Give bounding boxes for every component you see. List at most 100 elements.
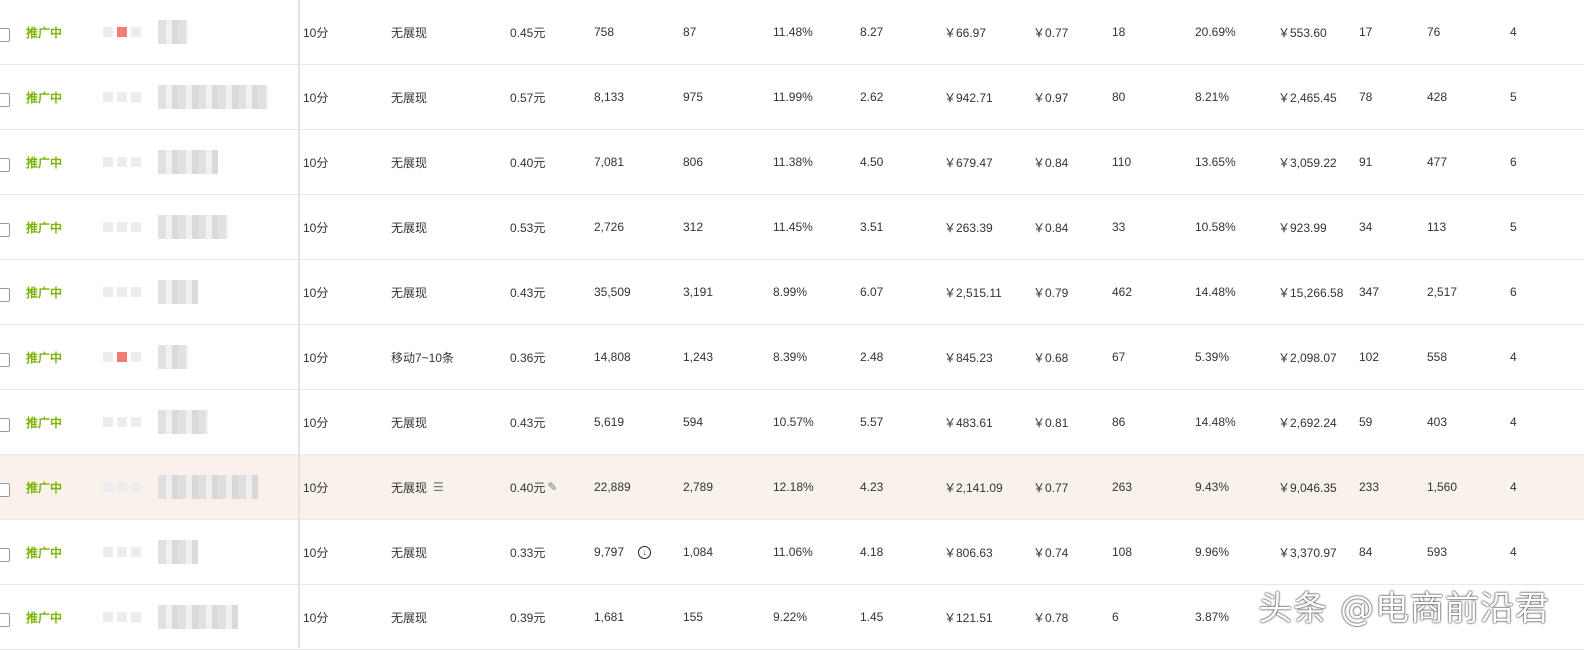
table-row[interactable]: 推广中 10分 移动7~10条 0.36元 14,808 1,243 8.39% 2.48 ￥8… — [0, 325, 1584, 390]
clicks-value: 2,789 — [683, 480, 714, 494]
thumbnail-blocks — [103, 325, 141, 389]
avg-rank-cell: 8.27 — [860, 0, 883, 64]
table-row[interactable]: 推广中 10分 无展现 0.43元 5,619 594 10.57% 5.57 ￥483.61 ￥… — [0, 390, 1584, 455]
table-row[interactable]: 推广中 10分 无展现 ☰ 0.40元 ✎ 22,889 2,789 12.18% 4.23 ￥2,… — [0, 455, 1584, 520]
cpc-cell: ￥0.68 — [1033, 325, 1068, 389]
orders-cell: 108 — [1112, 520, 1132, 584]
bid-value: 0.43元 — [510, 415, 546, 430]
avg-rank-cell: 6.07 — [860, 260, 883, 324]
revenue-cell: ￥2,098.07 — [1278, 325, 1337, 389]
ctr-value: 11.48% — [773, 25, 813, 39]
row-checkbox[interactable] — [0, 93, 10, 107]
bid-value: 0.57元 — [510, 90, 546, 105]
cart-adds-value: 4 — [1510, 415, 1517, 429]
row-checkbox[interactable] — [0, 28, 10, 42]
cart-adds-cell: 6 — [1510, 260, 1517, 324]
pixel-block — [131, 352, 141, 362]
pixel-block — [131, 92, 141, 102]
quality-score-cell: 10分 — [303, 325, 328, 389]
bid-cell[interactable]: 0.40元 ✎ — [510, 455, 557, 519]
quality-score-value: 10分 — [303, 480, 329, 495]
pixel-block — [103, 417, 113, 427]
blurred-text — [158, 215, 228, 239]
pixel-block — [117, 222, 127, 232]
favorites-value: 113 — [1427, 220, 1447, 234]
download-icon[interactable]: ↓ — [638, 545, 652, 559]
table-row[interactable]: 推广中 10分 无展现 0.53元 2,726 312 11.45% 3.51 ￥263.39 ￥… — [0, 195, 1584, 260]
table-row[interactable]: 推广中 10分 无展现 0.33元 9,797 ↓ 1,084 11.06% 4.18 ￥806.… — [0, 520, 1584, 585]
bid-cell[interactable]: 0.57元 — [510, 65, 545, 129]
favorites-value: 76 — [1427, 25, 1441, 39]
table-row[interactable]: 推广中 10分 无展现 0.39元 1,681 155 9.22% 1.45 ￥121.51 ￥0… — [0, 585, 1584, 650]
impressions-cell: 14,808 — [594, 325, 631, 389]
favorites-value: 2,517 — [1427, 285, 1458, 299]
bid-cell[interactable]: 0.36元 — [510, 325, 545, 389]
orders-value: 80 — [1112, 90, 1126, 104]
row-checkbox[interactable] — [0, 288, 10, 302]
avg-rank-value: 3.51 — [860, 220, 884, 234]
table-row[interactable]: 推广中 10分 无展现 0.45元 758 87 11.48% 8.27 ￥66.97 ￥0.77… — [0, 0, 1584, 65]
clicks-value: 312 — [683, 220, 704, 234]
buyers-cell: 84 — [1359, 520, 1372, 584]
revenue-value: ￥3,370.97 — [1278, 545, 1337, 560]
avg-rank-cell: 3.51 — [860, 195, 883, 259]
row-checkbox[interactable] — [0, 223, 10, 237]
bid-value: 0.39元 — [510, 610, 546, 625]
clicks-cell: 806 — [683, 130, 703, 194]
revenue-cell: ￥553.60 — [1278, 0, 1327, 64]
status-label: 推广中 — [26, 415, 63, 430]
row-checkbox[interactable] — [0, 353, 10, 367]
orders-value: 33 — [1112, 220, 1126, 234]
cost-value: ￥66.97 — [944, 25, 987, 40]
cost-cell: ￥806.63 — [944, 520, 993, 584]
blurred-keyword — [158, 455, 258, 519]
ctr-cell: 11.38% — [773, 130, 813, 194]
revenue-value: ￥3,059.22 — [1278, 155, 1337, 170]
list-icon[interactable]: ☰ — [433, 480, 444, 494]
row-checkbox[interactable] — [0, 548, 10, 562]
avg-rank-value: 6.07 — [860, 285, 884, 299]
clicks-value: 3,191 — [683, 285, 714, 299]
table-row[interactable]: 推广中 10分 无展现 0.57元 8,133 975 11.99% 2.62 ￥942.71 ￥… — [0, 65, 1584, 130]
buyers-value: 233 — [1359, 480, 1380, 494]
blurred-keyword — [158, 130, 218, 194]
cost-value: ￥483.61 — [944, 415, 993, 430]
bid-cell[interactable]: 0.33元 — [510, 520, 545, 584]
impressions-value: 7,081 — [594, 155, 625, 169]
row-checkbox[interactable] — [0, 418, 10, 432]
cost-cell: ￥483.61 — [944, 390, 993, 454]
cpc-value: ￥0.74 — [1033, 545, 1069, 560]
cpc-value: ￥0.68 — [1033, 350, 1069, 365]
bid-cell[interactable]: 0.39元 — [510, 585, 545, 649]
row-checkbox[interactable] — [0, 158, 10, 172]
cost-cell: ￥2,141.09 — [944, 455, 1003, 519]
bid-cell[interactable]: 0.40元 — [510, 130, 545, 194]
table-row[interactable]: 推广中 10分 无展现 0.40元 7,081 806 11.38% 4.50 ￥679.47 ￥… — [0, 130, 1584, 195]
bid-cell[interactable]: 0.43元 — [510, 390, 545, 454]
bid-cell[interactable]: 0.43元 — [510, 260, 545, 324]
row-checkbox[interactable] — [0, 613, 10, 627]
orders-cell: 67 — [1112, 325, 1125, 389]
conversion-rate-cell: 3.87% — [1195, 585, 1229, 649]
impressions-cell: 8,133 — [594, 65, 624, 129]
bid-cell[interactable]: 0.45元 — [510, 0, 545, 64]
cpc-cell: ￥0.97 — [1033, 65, 1068, 129]
impressions-cell: 22,889 — [594, 455, 631, 519]
cost-cell: ￥679.47 — [944, 130, 993, 194]
orders-cell: 80 — [1112, 65, 1125, 129]
clicks-value: 1,243 — [683, 350, 714, 364]
orders-cell: 33 — [1112, 195, 1125, 259]
orders-value: 67 — [1112, 350, 1126, 364]
table-row[interactable]: 推广中 10分 无展现 0.43元 35,509 3,191 8.99% 6.07 ￥2,515… — [0, 260, 1584, 325]
impressions-cell: 2,726 — [594, 195, 624, 259]
row-checkbox[interactable] — [0, 483, 10, 497]
bid-value: 0.45元 — [510, 25, 546, 40]
ctr-value: 11.38% — [773, 155, 813, 169]
bid-cell[interactable]: 0.53元 — [510, 195, 545, 259]
blurred-keyword — [158, 65, 268, 129]
clicks-value: 87 — [683, 25, 697, 39]
thumbnail-blocks — [103, 520, 141, 584]
quality-score-value: 10分 — [303, 155, 329, 170]
buyers-value: 91 — [1359, 155, 1373, 169]
pencil-icon[interactable]: ✎ — [547, 480, 558, 494]
